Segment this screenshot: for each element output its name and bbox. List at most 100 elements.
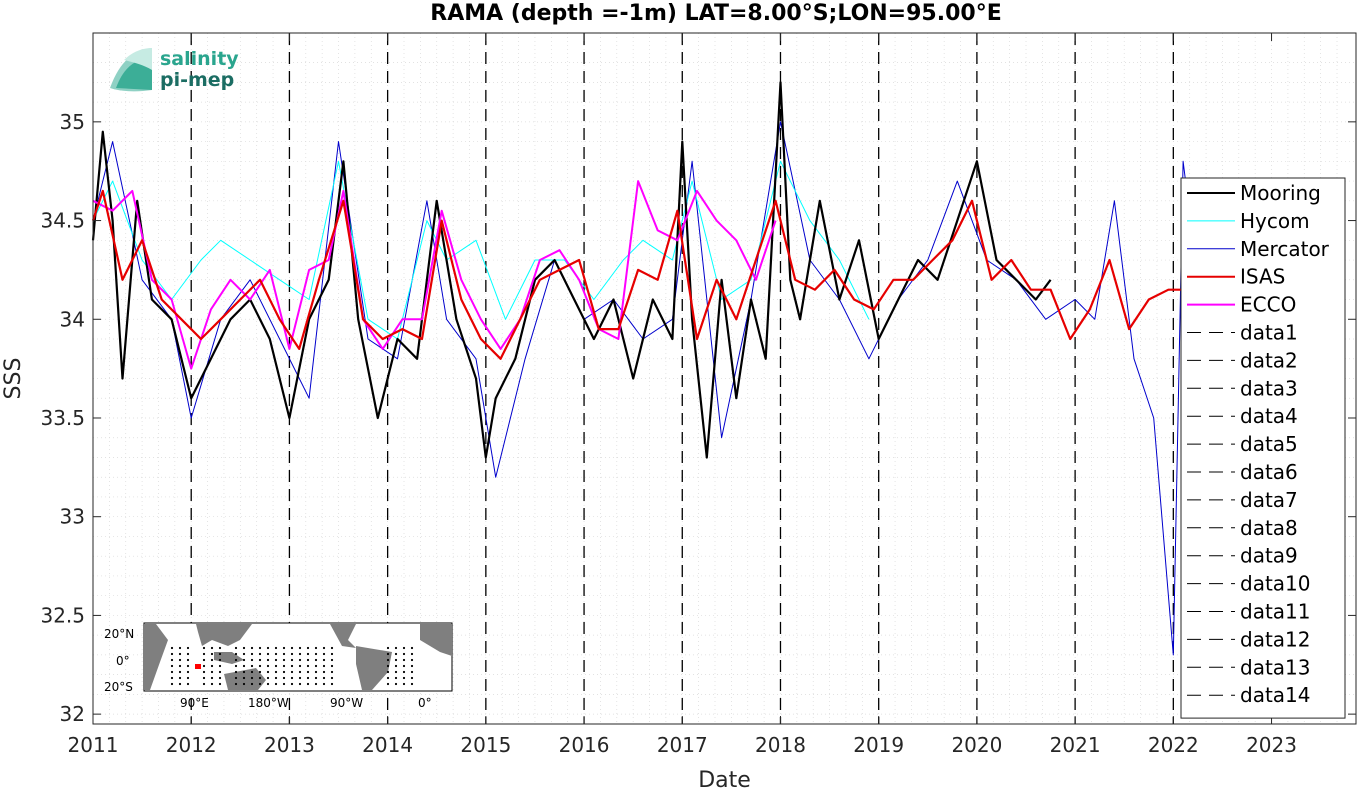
inset-buoy-dot bbox=[402, 664, 406, 668]
inset-buoy-dot bbox=[314, 646, 318, 650]
inset-buoy-dot bbox=[394, 664, 398, 668]
inset-buoy-dot bbox=[402, 670, 406, 674]
inset-buoy-dot bbox=[186, 682, 190, 686]
x-tick-label: 2022 bbox=[1148, 733, 1199, 757]
x-tick-label: 2020 bbox=[951, 733, 1002, 757]
inset-buoy-dot bbox=[242, 664, 246, 668]
inset-buoy-dot bbox=[298, 682, 302, 686]
x-tick-label: 2012 bbox=[166, 733, 217, 757]
inset-buoy-dot bbox=[306, 670, 310, 674]
y-tick-label: 34 bbox=[60, 307, 85, 331]
inset-buoy-dot bbox=[210, 682, 214, 686]
inset-buoy-dot bbox=[178, 682, 182, 686]
legend-label-data2: data2 bbox=[1240, 348, 1298, 372]
inset-buoy-dot bbox=[202, 664, 206, 668]
inset-buoy-dot bbox=[178, 652, 182, 656]
inset-buoy-dot bbox=[242, 652, 246, 656]
inset-buoy-dot bbox=[202, 682, 206, 686]
inset-buoy-dot bbox=[218, 676, 222, 680]
inset-buoy-dot bbox=[314, 652, 318, 656]
series-layer bbox=[91, 81, 1223, 656]
inset-buoy-dot bbox=[170, 658, 174, 662]
inset-buoy-dot bbox=[394, 646, 398, 650]
inset-buoy-dot bbox=[402, 682, 406, 686]
inset-buoy-dot bbox=[386, 664, 390, 668]
inset-buoy-dot bbox=[250, 652, 254, 656]
inset-buoy-dot bbox=[410, 664, 414, 668]
logo-wave-icon bbox=[116, 58, 152, 90]
inset-land-maritime bbox=[214, 652, 244, 664]
inset-buoy-dot bbox=[282, 646, 286, 650]
inset-buoy-dot bbox=[410, 646, 414, 650]
inset-buoy-dot bbox=[410, 652, 414, 656]
inset-buoy-dot bbox=[394, 682, 398, 686]
x-tick-label: 2018 bbox=[755, 733, 806, 757]
inset-buoy-dot bbox=[330, 646, 334, 650]
x-tick-label: 2011 bbox=[68, 733, 119, 757]
inset-buoy-dot bbox=[322, 646, 326, 650]
inset-buoy-dot bbox=[234, 682, 238, 686]
inset-buoy-dot bbox=[258, 676, 262, 680]
inset-land-south-america bbox=[356, 646, 392, 690]
inset-buoy-dot bbox=[210, 676, 214, 680]
inset-buoy-dot bbox=[306, 664, 310, 668]
inset-buoy-dot bbox=[170, 682, 174, 686]
inset-lat-20s: 20°S bbox=[104, 680, 133, 694]
year-dashed-lines bbox=[190, 33, 1174, 724]
inset-land-australia bbox=[224, 668, 266, 690]
inset-buoy-dot bbox=[234, 676, 238, 680]
inset-lon-90w: 90°W bbox=[330, 696, 363, 710]
inset-buoy-dot bbox=[402, 652, 406, 656]
inset-buoy-dot bbox=[314, 658, 318, 662]
inset-buoy-dot bbox=[186, 664, 190, 668]
inset-buoy-dot bbox=[394, 658, 398, 662]
inset-buoy-dot bbox=[210, 652, 214, 656]
legend-label-ecco: ECCO bbox=[1240, 293, 1296, 317]
inset-buoy-dot bbox=[250, 682, 254, 686]
x-tick-label: 2014 bbox=[362, 733, 413, 757]
inset-buoy-dot bbox=[218, 658, 222, 662]
legend-label-data7: data7 bbox=[1240, 488, 1298, 512]
inset-buoy-dot bbox=[410, 658, 414, 662]
inset-lat-20n: 20°N bbox=[104, 627, 134, 641]
plot-area bbox=[93, 33, 1356, 724]
x-tick-label: 2013 bbox=[264, 733, 315, 757]
inset-buoy-dot bbox=[242, 676, 246, 680]
inset-land-west-africa bbox=[420, 624, 452, 656]
inset-buoy-dot bbox=[402, 658, 406, 662]
inset-buoy-dot bbox=[186, 646, 190, 650]
inset-buoy-dot bbox=[394, 670, 398, 674]
inset-buoy-dot bbox=[242, 658, 246, 662]
inset-buoy-dot bbox=[330, 658, 334, 662]
inset-buoy-dot bbox=[290, 670, 294, 674]
legend-label-isas: ISAS bbox=[1240, 265, 1285, 289]
series-line-ecco bbox=[92, 180, 777, 370]
logo-wave-icon bbox=[124, 48, 152, 70]
inset-buoy-dot bbox=[298, 646, 302, 650]
inset-land-asia bbox=[196, 624, 252, 646]
plot-background bbox=[93, 33, 1356, 724]
axes: 32 32.5 33 33.5 34 34.5 35 2011 2012 2013 2014 2015… bbox=[1, 32, 1357, 790]
inset-buoy-dot bbox=[178, 670, 182, 674]
axes-box bbox=[92, 32, 1357, 725]
inset-buoy-dot bbox=[178, 664, 182, 668]
inset-buoy-dot bbox=[402, 646, 406, 650]
series-line-hycom bbox=[92, 160, 870, 340]
inset-buoy-dot bbox=[210, 670, 214, 674]
legend-label-data11: data11 bbox=[1240, 600, 1311, 624]
inset-buoy-dot bbox=[178, 646, 182, 650]
inset-buoy-dot bbox=[178, 676, 182, 680]
legend-label-data13: data13 bbox=[1240, 655, 1311, 679]
inset-buoy-dot bbox=[202, 670, 206, 674]
x-axis-label: Date bbox=[698, 768, 751, 790]
y-tick-label: 35 bbox=[60, 110, 85, 134]
inset-buoy-dot bbox=[386, 646, 390, 650]
inset-buoy-dot bbox=[258, 682, 262, 686]
inset-buoy-dot bbox=[322, 676, 326, 680]
inset-map: 20°N 0° 20°S 90°E 180°W 90°W 0° bbox=[104, 622, 453, 710]
inset-buoy-dot bbox=[258, 658, 262, 662]
inset-buoy-dot bbox=[258, 664, 262, 668]
inset-buoy-dot bbox=[202, 646, 206, 650]
chart-title: RAMA (depth =-1m) LAT=8.00°S;LON=95.00°E bbox=[430, 1, 1001, 26]
